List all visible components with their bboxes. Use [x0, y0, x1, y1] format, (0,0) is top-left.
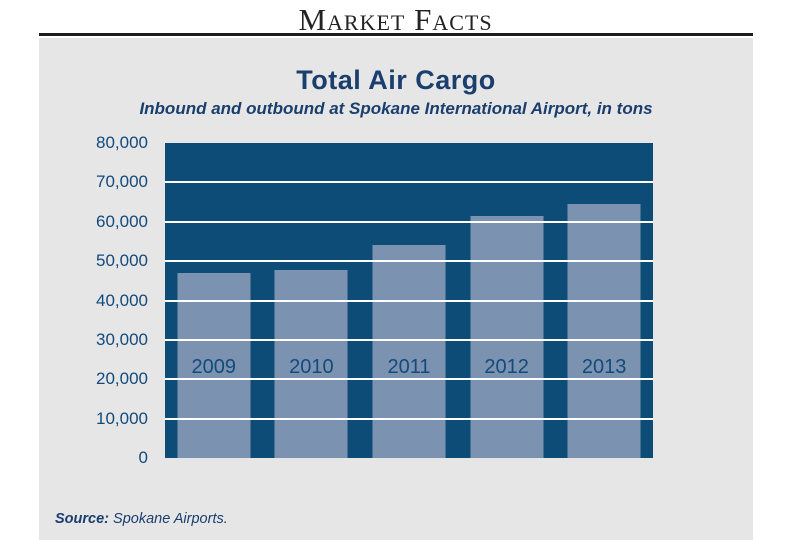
- x-tick-label-2011: 2011: [387, 356, 431, 378]
- y-tick-label-80000: 80,000: [96, 133, 148, 152]
- x-tick-label-2009: 2009: [191, 356, 237, 378]
- y-tick-label-60000: 60,000: [96, 211, 148, 231]
- x-tick-label-2013: 2013: [581, 356, 627, 378]
- y-tick-label-30000: 30,000: [96, 329, 148, 349]
- gridline-40000: [165, 299, 653, 302]
- gridline-30000: [165, 338, 653, 341]
- bar-cell-2011: [360, 143, 458, 458]
- gridline-60000: [165, 220, 653, 223]
- chart-subtitle: Inbound and outbound at Spokane Internat…: [139, 99, 653, 118]
- plot-wrap: 0 10,000 20,000 30,000 40,000 50,000 60,000 70,…: [39, 133, 753, 467]
- masthead-title: Market Facts: [298, 2, 493, 37]
- bar-cell-2013: [555, 143, 653, 458]
- bar-2012: [470, 216, 544, 458]
- bar-2013: [567, 203, 641, 458]
- y-tick-label-40000: 40,000: [96, 290, 148, 310]
- gridline-20000: [165, 378, 653, 381]
- y-tick-label-10000: 10,000: [96, 408, 148, 428]
- y-axis: 0 10,000 20,000 30,000 40,000 50,000 60,000 70,…: [39, 133, 156, 467]
- y-tick-label-70000: 70,000: [96, 172, 148, 192]
- y-tick-label-50000: 50,000: [96, 251, 148, 271]
- source-text: Spokane Airports.: [109, 511, 228, 527]
- x-tick-label-2010: 2010: [289, 356, 334, 378]
- bar-cell-2009: [165, 143, 263, 458]
- gridline-50000: [165, 260, 653, 263]
- y-tick-label-20000: 20,000: [96, 369, 148, 389]
- x-tick-label-2012: 2012: [484, 356, 529, 378]
- plot-area: [165, 143, 653, 458]
- x-axis: 2009 2010 2011 2012 2013: [165, 353, 653, 379]
- gridline-70000: [165, 181, 653, 184]
- source-line: Source: Spokane Airports.: [55, 511, 228, 527]
- y-tick-label-0: 0: [138, 448, 148, 467]
- bar-2011: [372, 245, 446, 458]
- bar-2009: [177, 272, 251, 458]
- gridline-10000: [165, 417, 653, 420]
- chart-title: Total Air Cargo: [296, 65, 496, 95]
- source-label: Source:: [55, 511, 109, 527]
- chart-panel: Total Air Cargo Inbound and outbound at …: [39, 38, 753, 540]
- masthead-rule: [39, 33, 753, 36]
